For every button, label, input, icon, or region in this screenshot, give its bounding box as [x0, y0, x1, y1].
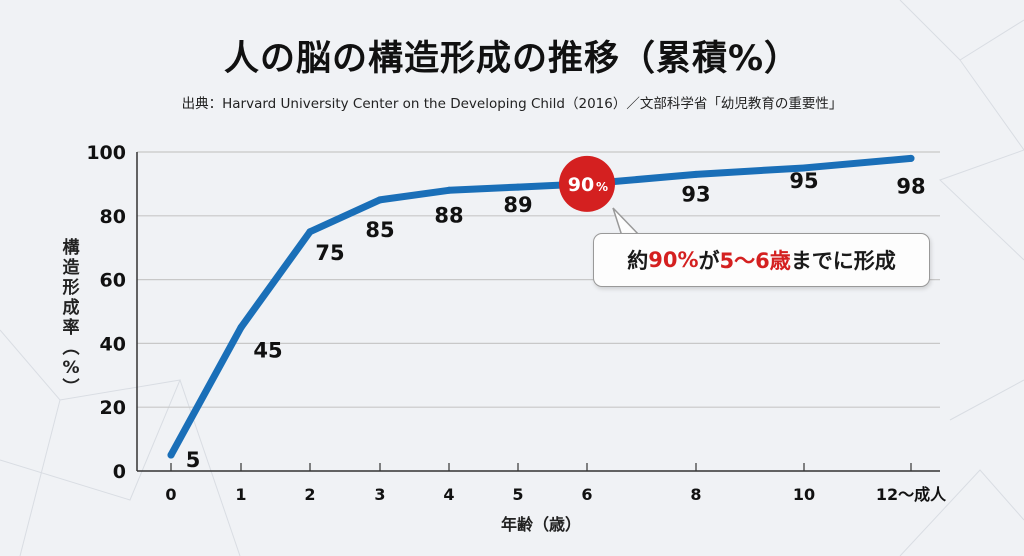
data-point: [907, 154, 915, 162]
y-axis-label: 構造形成率 ︵% ︶: [60, 238, 82, 398]
data-label: 5: [186, 448, 201, 472]
data-label: 93: [681, 182, 710, 206]
highlight-badge-value: 90: [568, 174, 594, 196]
data-point: [514, 183, 522, 191]
highlight-badge-unit: %: [596, 180, 608, 194]
data-label: 75: [315, 241, 344, 265]
y-axis-label-char: 造: [62, 258, 80, 278]
y-tick-label: 80: [100, 206, 126, 228]
data-label: 98: [896, 174, 925, 198]
data-label: 89: [503, 193, 532, 217]
y-axis-label-char: 形: [62, 278, 80, 298]
data-point: [692, 170, 700, 178]
y-tick-label: 20: [100, 397, 126, 419]
y-tick-label: 0: [113, 461, 126, 483]
data-point: [445, 186, 453, 194]
callout-note: 約 90% が 5〜6歳 までに形成: [593, 233, 930, 287]
data-label: 88: [434, 203, 463, 227]
x-axis-label: 年齢（歳）: [500, 515, 581, 534]
highlight-badge: [559, 155, 615, 212]
callout-text: までに形成: [790, 249, 896, 273]
chart-title: 人の脳の構造形成の推移（累積%）: [223, 39, 801, 79]
x-tick-label: 3: [374, 485, 385, 504]
data-point: [306, 228, 314, 236]
x-tick-label: 2: [304, 485, 315, 504]
y-tick-label: 40: [100, 333, 126, 355]
data-label: 95: [789, 169, 818, 193]
x-tick-label: 5: [512, 485, 523, 504]
x-tick-label: 8: [690, 485, 701, 504]
y-axis-label-char: ︶: [62, 378, 80, 398]
y-axis-label-char: ︵: [62, 338, 80, 358]
data-label: 85: [365, 218, 394, 242]
x-tick-label: 4: [443, 485, 454, 504]
x-tick-label: 1: [235, 485, 246, 504]
chart-source: 出典：Harvard University Center on the Deve…: [181, 96, 843, 112]
y-axis-label-char: 成: [62, 298, 80, 318]
y-axis-label-char: %: [62, 358, 80, 378]
data-point: [376, 196, 384, 204]
callout-highlight-text: 90%: [648, 248, 699, 272]
data-point: [237, 323, 245, 331]
callout-text: が: [698, 249, 720, 273]
callout-highlight-text: 5〜6歳: [719, 249, 791, 273]
series-line: [167, 154, 915, 459]
y-tick-label: 60: [100, 270, 126, 292]
x-tick-label: 0: [165, 485, 176, 504]
x-tick-label: 6: [581, 485, 592, 504]
data-label: 45: [253, 338, 282, 362]
callout-text: 約: [627, 249, 649, 273]
y-tick-label: 100: [86, 142, 126, 164]
y-axis-label-char: 率: [62, 318, 80, 338]
y-axis-label-char: 構: [62, 238, 80, 258]
x-tick-label: 12〜成人: [876, 485, 947, 504]
data-point: [800, 164, 808, 172]
data-point: [167, 451, 175, 459]
x-tick-label: 10: [793, 485, 815, 504]
